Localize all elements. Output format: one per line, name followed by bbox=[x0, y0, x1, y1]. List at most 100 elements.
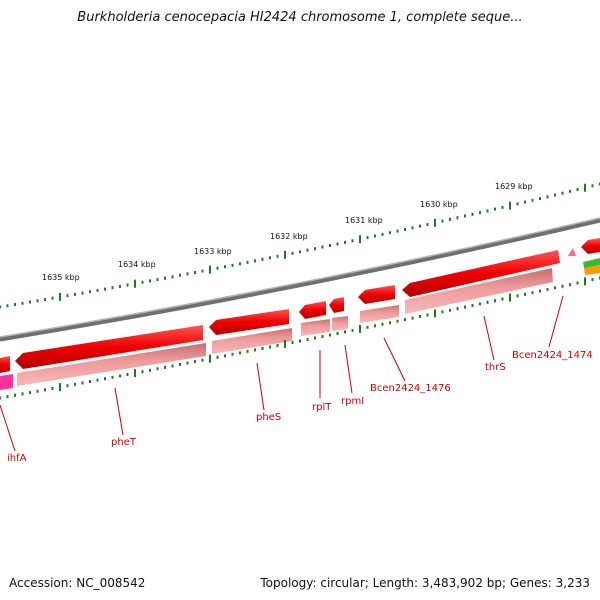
inner-minor-tick bbox=[449, 308, 451, 312]
outer-minor-tick bbox=[306, 248, 309, 252]
gene-arrow-rplT bbox=[299, 301, 326, 319]
gene-arrow-bcen2424-1476 bbox=[358, 285, 395, 304]
outer-minor-tick bbox=[591, 184, 594, 188]
inner-minor-tick bbox=[201, 358, 204, 362]
outer-minor-tick bbox=[351, 239, 354, 243]
inner-minor-tick bbox=[471, 304, 474, 307]
outer-minor-tick bbox=[291, 251, 294, 255]
inner-minor-tick bbox=[149, 368, 151, 372]
inner-scale-ticks bbox=[0, 276, 600, 400]
inner-minor-tick bbox=[0, 396, 1, 400]
inner-minor-tick bbox=[306, 338, 309, 341]
inner-minor-tick bbox=[141, 370, 144, 374]
inner-minor-tick bbox=[411, 316, 414, 320]
outer-minor-tick bbox=[396, 229, 399, 233]
inner-minor-tick bbox=[96, 378, 99, 382]
outer-minor-tick bbox=[501, 205, 504, 209]
inner-minor-tick bbox=[456, 307, 459, 311]
outer-minor-tick bbox=[426, 223, 429, 226]
outer-minor-tick bbox=[21, 301, 24, 305]
outer-minor-tick bbox=[6, 304, 9, 308]
outer-minor-tick bbox=[149, 279, 151, 283]
outer-minor-tick bbox=[441, 219, 444, 223]
outer-minor-tick bbox=[74, 292, 76, 296]
outer-minor-tick bbox=[576, 188, 579, 191]
inner-minor-tick bbox=[66, 384, 69, 388]
inner-minor-tick bbox=[164, 365, 166, 369]
inner-major-tick bbox=[434, 309, 436, 318]
outer-minor-tick bbox=[171, 275, 174, 279]
gene-label-ihfA: ihfA bbox=[7, 453, 27, 464]
outer-major-tick bbox=[59, 292, 61, 301]
outer-minor-tick bbox=[524, 200, 526, 204]
inner-minor-tick bbox=[336, 332, 339, 335]
outer-major-tick bbox=[584, 183, 586, 192]
outer-minor-tick bbox=[276, 254, 279, 258]
inner-minor-tick bbox=[44, 388, 46, 392]
outer-minor-tick bbox=[239, 262, 241, 266]
inner-major-tick bbox=[209, 354, 211, 363]
outer-minor-tick bbox=[111, 286, 114, 290]
outer-minor-tick bbox=[569, 189, 571, 193]
outer-minor-tick bbox=[164, 276, 166, 280]
inner-minor-tick bbox=[561, 284, 564, 288]
inner-major-tick bbox=[134, 369, 136, 378]
outer-minor-tick bbox=[299, 250, 301, 254]
outer-minor-tick bbox=[14, 303, 16, 306]
leader-pheS bbox=[256, 362, 265, 411]
outer-minor-tick bbox=[531, 198, 534, 202]
outer-minor-tick bbox=[36, 299, 39, 303]
inner-minor-tick bbox=[486, 300, 489, 304]
outer-major-tick bbox=[434, 218, 436, 227]
inner-minor-tick bbox=[81, 381, 84, 385]
leader-pheT bbox=[114, 387, 124, 436]
inner-minor-tick bbox=[389, 321, 391, 325]
inner-minor-tick bbox=[6, 395, 9, 399]
outer-minor-tick bbox=[554, 193, 556, 197]
inner-major-tick bbox=[509, 293, 511, 302]
inner-minor-tick bbox=[179, 363, 181, 366]
inner-minor-tick bbox=[194, 360, 196, 364]
inner-minor-tick bbox=[29, 391, 31, 395]
leader-rpmI bbox=[344, 344, 353, 394]
inner-minor-tick bbox=[366, 325, 369, 329]
gene-arrow-ihfA bbox=[0, 356, 10, 373]
outer-major-tick bbox=[359, 235, 361, 244]
gene-label-pheS: pheS bbox=[256, 412, 281, 423]
topology-text: Topology: circular; Length: 3,483,902 bp… bbox=[260, 576, 590, 590]
outer-minor-tick bbox=[464, 214, 466, 218]
inner-minor-tick bbox=[441, 310, 444, 314]
inner-minor-tick bbox=[119, 374, 121, 378]
outer-minor-tick bbox=[411, 226, 414, 230]
inner-minor-tick bbox=[321, 335, 324, 338]
inner-minor-tick bbox=[276, 344, 279, 347]
kbp-label-1634: 1634 kbp bbox=[118, 260, 156, 269]
outer-minor-tick bbox=[216, 266, 219, 270]
outer-minor-tick bbox=[404, 228, 406, 231]
inner-major-tick bbox=[584, 277, 586, 286]
outer-minor-tick bbox=[246, 260, 249, 264]
outer-minor-tick bbox=[269, 256, 271, 260]
outer-minor-tick bbox=[254, 259, 256, 263]
inner-minor-tick bbox=[546, 288, 549, 291]
outer-minor-tick bbox=[561, 191, 564, 195]
inner-minor-tick bbox=[261, 347, 264, 350]
outer-minor-tick bbox=[0, 305, 1, 309]
inner-minor-tick bbox=[531, 291, 534, 295]
inner-minor-tick bbox=[381, 322, 384, 326]
leader-bcen2424-1476 bbox=[383, 337, 406, 382]
gene-shadow-ihfA bbox=[0, 374, 13, 390]
inner-minor-tick bbox=[524, 292, 526, 296]
inner-minor-tick bbox=[246, 349, 249, 353]
gene-label-thrS: thrS bbox=[485, 362, 506, 373]
gene-label-pheT: pheT bbox=[111, 437, 137, 448]
outer-minor-tick bbox=[81, 291, 84, 295]
outer-minor-tick bbox=[126, 283, 129, 287]
feature-green bbox=[583, 258, 600, 268]
gene-label-rplT: rplT bbox=[312, 402, 332, 413]
outer-minor-tick bbox=[329, 244, 331, 247]
inner-minor-tick bbox=[156, 367, 159, 371]
outer-minor-tick bbox=[381, 232, 384, 236]
kbp-label-1631: 1631 kbp bbox=[345, 216, 383, 225]
map-title: Burkholderia cenocepacia HI2424 chromoso… bbox=[77, 10, 523, 25]
